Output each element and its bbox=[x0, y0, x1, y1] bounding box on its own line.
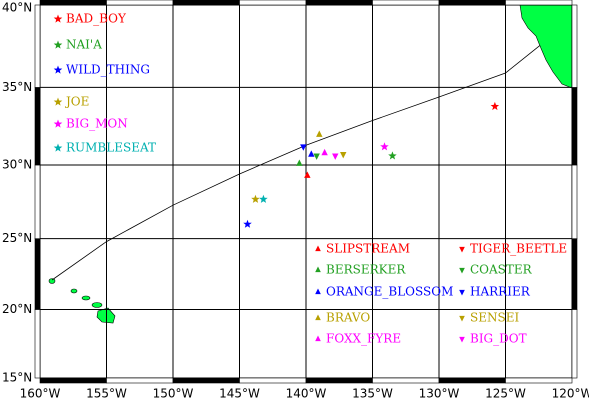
legend-label: FOXX_FYRE bbox=[326, 332, 401, 346]
y-tick-label: 25°N bbox=[2, 231, 32, 245]
frame-segment bbox=[34, 87, 41, 166]
x-tick-label: 135°W bbox=[352, 387, 393, 401]
legend-marker bbox=[459, 336, 465, 343]
boat-marker bbox=[490, 101, 500, 111]
legend-label: BIG_MON bbox=[66, 117, 128, 131]
x-tick-label: 125°W bbox=[485, 387, 526, 401]
frame-segment bbox=[172, 0, 240, 6]
legend-marker bbox=[315, 245, 321, 252]
legend-marker bbox=[315, 266, 321, 273]
legend-label: HARRIER bbox=[470, 285, 531, 299]
boat-marker bbox=[296, 159, 303, 166]
island bbox=[70, 288, 78, 294]
boat-marker bbox=[321, 148, 328, 156]
frame-segment bbox=[172, 377, 240, 384]
legend-marker bbox=[53, 143, 63, 152]
legend-label: BRAVO bbox=[326, 311, 370, 325]
legend-label: WILD_THING bbox=[66, 63, 150, 77]
frame-segment bbox=[571, 164, 578, 239]
frame-segment bbox=[34, 238, 41, 310]
legend-marker bbox=[53, 119, 63, 128]
island bbox=[91, 302, 103, 308]
legend-marker bbox=[459, 246, 465, 253]
frame-segment bbox=[239, 377, 307, 384]
boat-marker bbox=[259, 194, 268, 203]
frame-segment bbox=[372, 377, 440, 384]
frame-segment bbox=[39, 377, 107, 384]
frame-segment bbox=[372, 0, 440, 6]
legend-label: BERSERKER bbox=[326, 263, 406, 277]
frame-segment bbox=[571, 87, 578, 166]
frame-segment bbox=[571, 4, 578, 88]
legend-marker bbox=[315, 314, 321, 321]
boat-marker bbox=[251, 194, 260, 203]
x-tick-label: 130°W bbox=[419, 387, 460, 401]
frame-segment bbox=[505, 0, 573, 6]
boat-marker bbox=[340, 151, 347, 159]
legend-label: JOE bbox=[64, 95, 89, 109]
boat-marker bbox=[388, 151, 397, 160]
legend-marker bbox=[459, 267, 465, 274]
y-tick-label: 35°N bbox=[2, 80, 32, 94]
legend-label: TIGER_BEETLE bbox=[470, 242, 567, 256]
legend-label: SENSEI bbox=[470, 311, 519, 325]
boat-marker bbox=[332, 153, 339, 160]
y-tick-label: 15°N bbox=[2, 371, 32, 385]
legend-marker bbox=[315, 335, 321, 342]
boat-marker bbox=[308, 150, 315, 157]
boat-marker bbox=[316, 130, 323, 137]
x-tick-label: 160°W bbox=[20, 387, 61, 401]
y-tick-label: 20°N bbox=[2, 302, 32, 316]
boat-marker bbox=[243, 219, 252, 228]
frame-segment bbox=[505, 377, 573, 384]
x-tick-label: 120°W bbox=[552, 387, 589, 401]
legend-label: ORANGE_BLOSSOM bbox=[326, 285, 453, 299]
x-tick-label: 145°W bbox=[219, 387, 260, 401]
x-tick-label: 155°W bbox=[86, 387, 127, 401]
frame-segment bbox=[438, 377, 506, 384]
frame-segment bbox=[305, 377, 373, 384]
legend-label: BAD_BOY bbox=[66, 12, 127, 26]
boat-marker bbox=[300, 144, 307, 151]
frame-segment bbox=[305, 0, 373, 6]
legend-label: RUMBLESEAT bbox=[66, 141, 156, 155]
y-tick-label: 30°N bbox=[2, 157, 32, 171]
legend-marker bbox=[53, 40, 63, 49]
legend-label: NAI'A bbox=[66, 38, 102, 52]
legend-marker bbox=[459, 315, 465, 322]
frame-segment bbox=[571, 238, 578, 310]
legend-marker bbox=[315, 288, 321, 295]
island bbox=[48, 278, 56, 284]
frame-segment bbox=[39, 0, 107, 6]
frame-segment bbox=[438, 0, 506, 6]
frame-segment bbox=[34, 164, 41, 239]
legend-marker bbox=[53, 14, 63, 23]
x-tick-label: 150°W bbox=[153, 387, 194, 401]
boat-marker bbox=[304, 171, 311, 178]
legend-label: COASTER bbox=[470, 263, 533, 277]
legend-label: BIG_DOT bbox=[470, 332, 527, 346]
x-tick-label: 140°W bbox=[286, 387, 327, 401]
legend-marker bbox=[459, 289, 465, 296]
frame-segment bbox=[571, 309, 578, 379]
frame-segment bbox=[106, 377, 174, 384]
frame-segment bbox=[34, 4, 41, 88]
frame-segment bbox=[239, 0, 307, 6]
legend-marker bbox=[53, 97, 63, 106]
boat-marker bbox=[313, 153, 320, 160]
frame-segment bbox=[34, 309, 41, 379]
legend-label: SLIPSTREAM bbox=[326, 242, 410, 256]
y-tick-label: 40°N bbox=[2, 1, 32, 15]
legend-marker bbox=[53, 65, 63, 74]
boat-marker bbox=[380, 142, 389, 151]
island bbox=[81, 295, 91, 301]
frame-segment bbox=[106, 0, 174, 6]
